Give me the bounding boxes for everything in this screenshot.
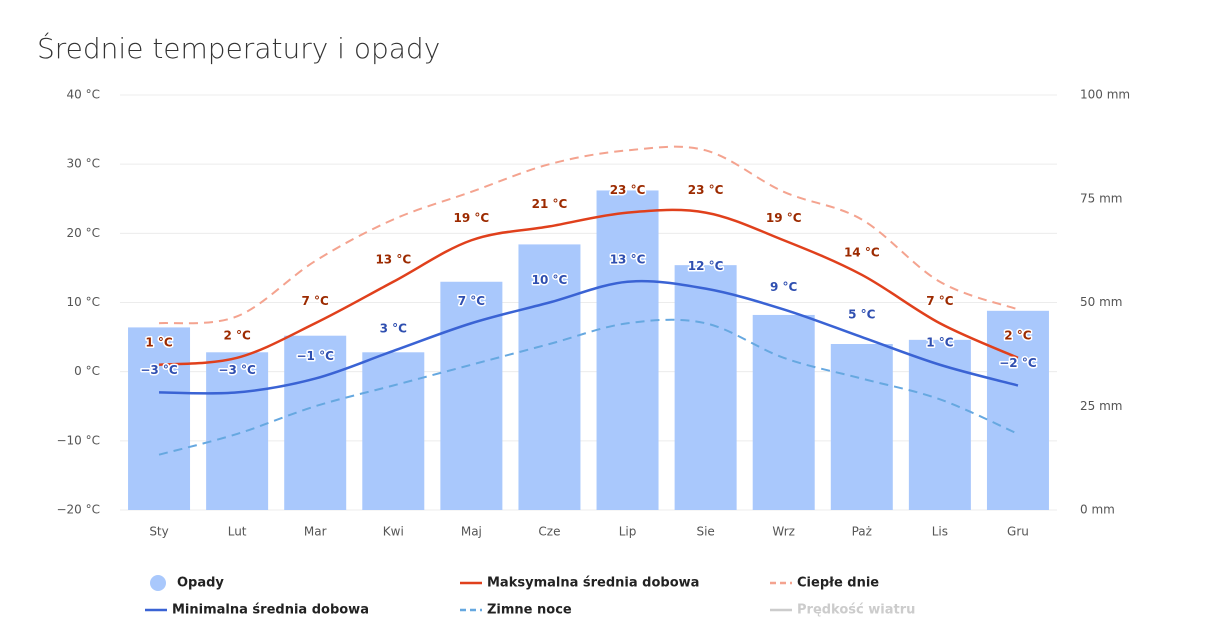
precip-bar — [674, 265, 737, 510]
x-tick-label: Wrz — [772, 525, 795, 539]
x-tick-label: Paż — [852, 525, 872, 539]
precip-bar — [986, 310, 1049, 510]
precip-bar — [752, 314, 815, 510]
x-tick-label: Kwi — [383, 525, 404, 539]
precip-bar — [206, 352, 269, 510]
y-tick-label: −10 °C — [56, 433, 100, 447]
y2-tick-label: 25 mm — [1080, 399, 1122, 413]
precip-bar — [284, 335, 347, 510]
data-label: 19 °C — [766, 211, 802, 225]
data-label: 7 °C — [302, 294, 330, 308]
data-label: 23 °C — [610, 183, 646, 197]
data-label: 2 °C — [223, 328, 251, 342]
x-tick-label: Cze — [538, 525, 560, 539]
precip-bar — [518, 244, 581, 510]
legend-label: Opady — [177, 576, 224, 591]
x-tick-label: Sie — [696, 525, 714, 539]
legend-label: Maksymalna średnia dobowa — [487, 576, 699, 591]
temp-line — [159, 279, 1019, 395]
precip-bar — [128, 327, 191, 510]
data-label: 9 °C — [770, 280, 798, 294]
data-label: 3 °C — [380, 321, 408, 335]
data-label: 14 °C — [844, 245, 880, 259]
data-label: 21 °C — [532, 197, 568, 211]
data-label: 1 °C — [145, 335, 173, 349]
data-label: 5 °C — [848, 308, 876, 322]
x-tick-label: Lis — [932, 525, 948, 539]
x-tick-label: Sty — [149, 525, 168, 539]
data-label: −2 °C — [999, 356, 1037, 370]
legend-label: Ciepłe dnie — [797, 576, 879, 591]
y-tick-label: −20 °C — [56, 503, 100, 517]
data-label: 7 °C — [926, 294, 954, 308]
data-label: 12 °C — [688, 259, 724, 273]
legend-symbol — [150, 575, 166, 591]
precip-bar — [830, 344, 893, 510]
data-label: 1 °C — [926, 335, 954, 349]
x-tick-label: Lut — [228, 525, 247, 539]
y-tick-label: 0 °C — [74, 364, 100, 378]
precip-bar — [362, 352, 425, 510]
precip-bar — [596, 190, 659, 510]
temp-dashed-line — [158, 318, 1019, 456]
data-label: −1 °C — [297, 349, 335, 363]
data-label: 7 °C — [458, 294, 486, 308]
y-tick-label: 20 °C — [67, 226, 100, 240]
y2-tick-label: 100 mm — [1080, 88, 1130, 102]
y2-tick-label: 0 mm — [1080, 503, 1115, 517]
x-tick-label: Maj — [461, 525, 482, 539]
y-tick-label: 40 °C — [67, 88, 100, 102]
data-label: 13 °C — [610, 252, 646, 266]
data-label: −3 °C — [140, 363, 178, 377]
y-tick-label: 10 °C — [67, 295, 100, 309]
legend-label: Prędkość wiatru — [797, 603, 915, 618]
y2-tick-label: 50 mm — [1080, 295, 1122, 309]
chart-title: Średnie temperatury i opady — [37, 31, 440, 65]
x-tick-label: Lip — [619, 525, 637, 539]
data-label: −3 °C — [218, 363, 256, 377]
data-label: 23 °C — [688, 183, 724, 197]
x-tick-label: Gru — [1007, 525, 1029, 539]
legend-label: Zimne noce — [487, 603, 572, 618]
legend-label: Minimalna średnia dobowa — [172, 603, 369, 618]
y2-tick-label: 75 mm — [1080, 191, 1122, 205]
data-label: 2 °C — [1004, 328, 1032, 342]
precip-bar — [440, 281, 503, 510]
data-label: 10 °C — [532, 273, 568, 287]
data-label: 19 °C — [454, 211, 490, 225]
y-tick-label: 30 °C — [67, 157, 100, 171]
precip-bar — [908, 339, 971, 510]
data-label: 13 °C — [375, 252, 411, 266]
temp-line — [158, 208, 1019, 366]
temp-dashed-line — [158, 145, 1019, 325]
x-tick-label: Mar — [304, 525, 327, 539]
